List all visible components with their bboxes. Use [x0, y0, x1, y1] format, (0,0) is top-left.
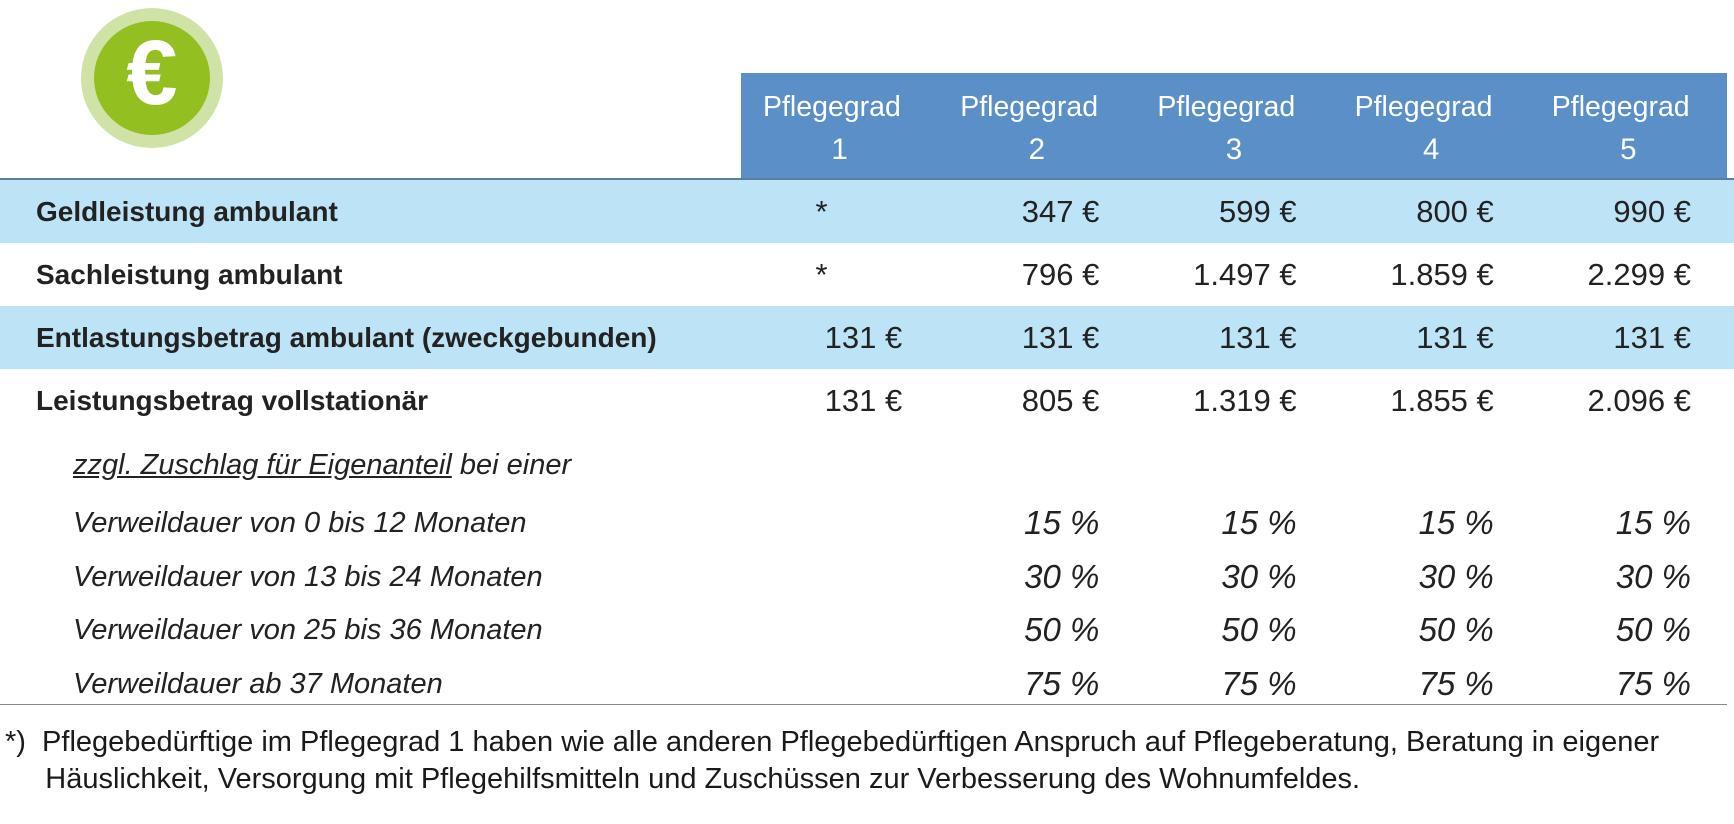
svg-text:€: € — [126, 22, 177, 124]
